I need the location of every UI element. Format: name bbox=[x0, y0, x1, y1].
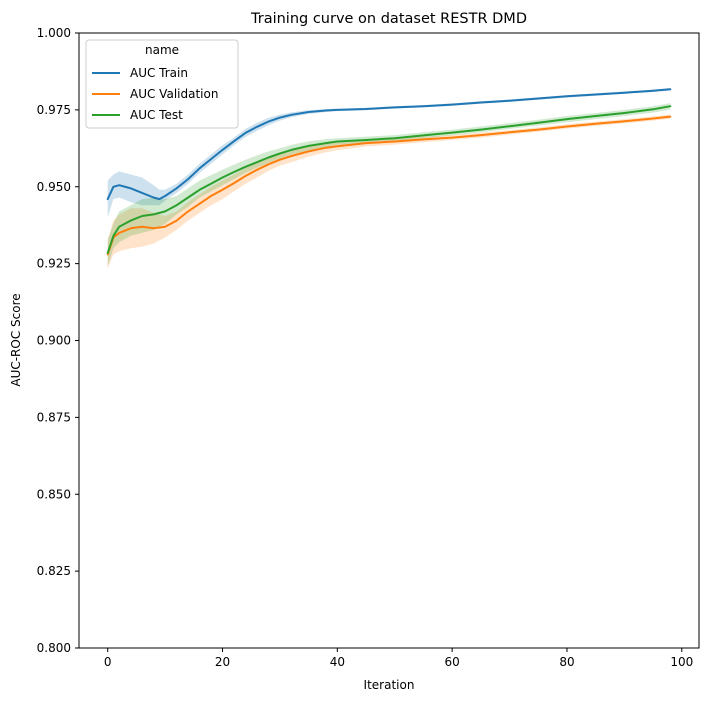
x-axis-label: Iteration bbox=[364, 678, 415, 692]
x-tick-label: 100 bbox=[670, 655, 693, 669]
y-tick-label: 0.975 bbox=[37, 103, 71, 117]
x-tick-label: 60 bbox=[445, 655, 460, 669]
legend-box bbox=[85, 39, 239, 129]
auc-validation-line bbox=[106, 115, 672, 256]
series-lines bbox=[106, 88, 672, 256]
y-tick-label: 0.900 bbox=[37, 334, 71, 348]
x-tick-label: 80 bbox=[559, 655, 574, 669]
auc-train-line bbox=[106, 88, 672, 201]
legend: name AUC Train AUC Validation AUC Test bbox=[85, 39, 239, 129]
y-tick-label: 1.000 bbox=[37, 26, 71, 40]
auc-train-legend-label: AUC Train bbox=[130, 66, 188, 80]
y-tick-label: 0.850 bbox=[37, 487, 71, 501]
x-tick-label: 0 bbox=[104, 655, 112, 669]
x-tick-label: 40 bbox=[330, 655, 345, 669]
axes: 0 20 40 60 80 100 0.800 0.825 0.850 0.875 0.900 0.9… bbox=[37, 26, 700, 669]
y-tick-label: 0.925 bbox=[37, 257, 71, 271]
x-tick-label: 20 bbox=[215, 655, 230, 669]
legend-title: name bbox=[145, 43, 179, 57]
y-tick-label: 0.875 bbox=[37, 410, 71, 424]
y-axis-label: AUC-ROC Score bbox=[9, 293, 23, 386]
auc-test-line bbox=[106, 105, 672, 254]
y-tick-label: 0.950 bbox=[37, 180, 71, 194]
auc-test-band bbox=[107, 103, 671, 267]
auc-validation-legend-label: AUC Validation bbox=[130, 87, 218, 101]
y-tick-label: 0.800 bbox=[37, 641, 71, 655]
y-tick-label: 0.825 bbox=[37, 564, 71, 578]
auc-test-legend-label: AUC Test bbox=[130, 108, 183, 122]
chart-title: Training curve on dataset RESTR DMD bbox=[250, 11, 527, 27]
